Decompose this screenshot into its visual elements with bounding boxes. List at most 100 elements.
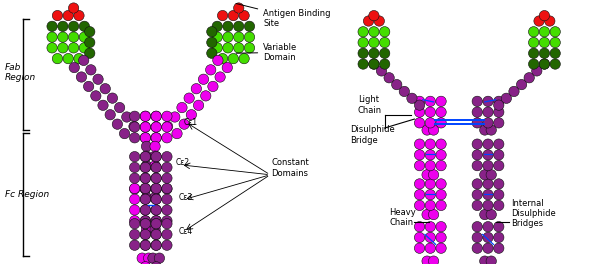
Circle shape <box>151 262 161 265</box>
Circle shape <box>486 256 496 265</box>
Circle shape <box>69 62 79 73</box>
Circle shape <box>472 150 482 160</box>
Text: Cε4: Cε4 <box>179 227 193 236</box>
Circle shape <box>529 59 539 69</box>
Text: Variable
Domain: Variable Domain <box>236 43 298 62</box>
Circle shape <box>63 54 73 64</box>
Circle shape <box>140 240 151 250</box>
Circle shape <box>150 224 160 235</box>
Circle shape <box>151 122 161 132</box>
Circle shape <box>142 161 152 171</box>
Circle shape <box>151 152 161 162</box>
Circle shape <box>494 118 504 128</box>
Circle shape <box>151 205 161 215</box>
Circle shape <box>428 125 439 135</box>
Circle shape <box>151 132 161 143</box>
Circle shape <box>184 93 194 103</box>
Circle shape <box>212 21 223 32</box>
Circle shape <box>208 81 218 92</box>
Circle shape <box>415 139 425 149</box>
Circle shape <box>58 32 68 42</box>
Circle shape <box>494 189 504 200</box>
Circle shape <box>539 59 550 69</box>
Circle shape <box>140 132 151 143</box>
Circle shape <box>479 125 490 135</box>
Circle shape <box>228 10 239 21</box>
Circle shape <box>415 222 425 232</box>
Circle shape <box>151 111 161 121</box>
Circle shape <box>483 107 493 117</box>
Circle shape <box>140 162 151 173</box>
Circle shape <box>550 26 560 37</box>
Circle shape <box>486 125 496 135</box>
Circle shape <box>369 59 379 69</box>
Circle shape <box>122 112 132 122</box>
Circle shape <box>151 219 161 229</box>
Circle shape <box>436 222 446 232</box>
Circle shape <box>140 111 151 121</box>
Circle shape <box>76 72 86 82</box>
Circle shape <box>534 16 544 26</box>
Circle shape <box>472 179 482 189</box>
Circle shape <box>140 219 151 229</box>
Circle shape <box>140 205 151 215</box>
Text: Constant
Domains: Constant Domains <box>271 158 309 178</box>
Circle shape <box>79 21 89 32</box>
Circle shape <box>379 59 390 69</box>
Circle shape <box>105 109 115 120</box>
Circle shape <box>162 216 172 226</box>
Circle shape <box>162 162 172 173</box>
Circle shape <box>130 132 140 143</box>
Circle shape <box>140 183 151 194</box>
Circle shape <box>100 83 110 94</box>
Circle shape <box>415 107 425 117</box>
Circle shape <box>163 121 173 132</box>
Circle shape <box>472 189 482 200</box>
Circle shape <box>177 102 187 113</box>
Circle shape <box>217 10 228 21</box>
Circle shape <box>119 129 130 139</box>
Circle shape <box>68 21 79 32</box>
Circle shape <box>436 96 446 107</box>
Circle shape <box>483 150 493 160</box>
Circle shape <box>142 224 152 235</box>
Circle shape <box>52 54 62 64</box>
Circle shape <box>494 243 504 253</box>
Circle shape <box>494 150 504 160</box>
Circle shape <box>151 216 161 226</box>
Circle shape <box>212 43 223 53</box>
Circle shape <box>358 37 368 48</box>
Circle shape <box>494 100 504 110</box>
Circle shape <box>494 107 504 117</box>
Circle shape <box>140 122 151 132</box>
Circle shape <box>494 232 504 243</box>
Circle shape <box>150 161 160 171</box>
Circle shape <box>358 59 368 69</box>
Circle shape <box>140 194 151 204</box>
Circle shape <box>206 65 216 75</box>
Circle shape <box>85 48 95 58</box>
Circle shape <box>425 232 436 243</box>
Circle shape <box>151 240 161 250</box>
Circle shape <box>483 232 493 243</box>
Circle shape <box>151 111 161 121</box>
Circle shape <box>415 118 425 128</box>
Circle shape <box>472 161 482 171</box>
Circle shape <box>422 170 432 180</box>
Circle shape <box>47 43 57 53</box>
Circle shape <box>130 194 140 204</box>
Circle shape <box>140 132 151 143</box>
Circle shape <box>244 43 254 53</box>
Circle shape <box>415 243 425 253</box>
Circle shape <box>436 139 446 149</box>
Circle shape <box>85 37 95 48</box>
Circle shape <box>486 209 496 220</box>
Circle shape <box>415 200 425 211</box>
Circle shape <box>233 32 244 42</box>
Circle shape <box>191 83 202 94</box>
Circle shape <box>130 162 140 173</box>
Text: Cε2: Cε2 <box>176 158 190 167</box>
Circle shape <box>130 183 140 194</box>
Circle shape <box>509 86 519 97</box>
Circle shape <box>47 21 57 32</box>
